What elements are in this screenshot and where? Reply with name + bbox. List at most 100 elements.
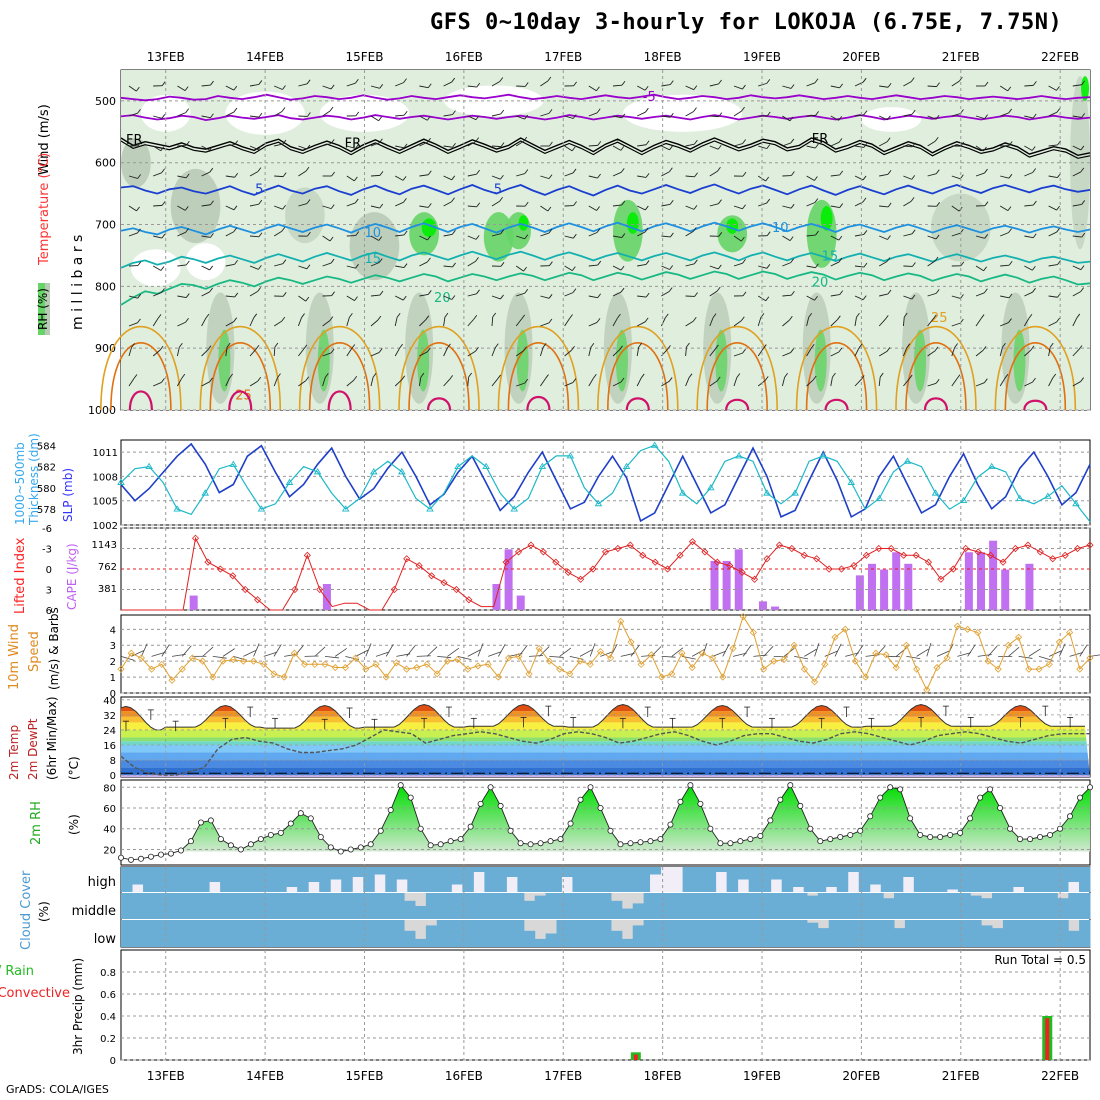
warm-lobe — [497, 325, 580, 411]
wind-marker — [647, 651, 655, 659]
wind-barb — [443, 347, 448, 357]
cloud-cell-high — [704, 867, 717, 892]
cloud-cell-middle — [981, 898, 993, 919]
li-tick-label: 3 — [46, 586, 52, 597]
cloud-cell-middle — [687, 893, 699, 919]
isotherm-lobe — [824, 398, 849, 411]
wind-barb-flag — [185, 293, 190, 298]
precip-tick-label: 0.8 — [100, 968, 116, 979]
wind-marker — [729, 644, 737, 652]
wind-barb — [419, 319, 427, 327]
wind-barb-flag — [281, 316, 286, 322]
rh-marker — [557, 836, 564, 843]
wind-barb — [153, 381, 162, 387]
cloud-cell-middle — [273, 893, 285, 919]
wind-barb — [467, 85, 477, 88]
wind-barb-flag — [403, 110, 408, 116]
wind-barb — [612, 349, 620, 357]
li-marker — [688, 538, 697, 546]
wind-barb — [636, 377, 642, 387]
wind-marker — [800, 665, 808, 673]
wind-barb-flag — [185, 228, 189, 233]
wind-barb — [781, 377, 786, 387]
thickness-marker — [566, 452, 575, 459]
wind-marker — [1086, 654, 1094, 662]
li-marker — [1074, 544, 1082, 553]
wind-marker — [749, 628, 757, 637]
wind-barb-flag — [863, 143, 868, 148]
wind-barb — [1072, 381, 1081, 387]
wind-barb-flag — [500, 294, 504, 300]
wind-barb — [443, 317, 446, 327]
wind-barb — [298, 265, 308, 270]
wind-barb — [782, 235, 791, 242]
wind-barb-flag — [137, 141, 142, 147]
cloud-cell-high — [209, 867, 221, 882]
cloud-cell-high — [132, 867, 144, 885]
rh-cell — [284, 187, 325, 244]
wind-barb-flag — [160, 266, 165, 271]
wind-barb — [661, 265, 670, 270]
li-marker — [527, 541, 535, 549]
cloud-cell-middle — [817, 893, 830, 919]
wind-barb-flag — [742, 171, 747, 177]
rh-marker — [487, 784, 494, 791]
rh-tick-label: 20 — [103, 845, 116, 856]
rh-marker — [417, 825, 424, 832]
wind-barb-flag — [790, 84, 795, 89]
wind-barb-flag — [812, 375, 817, 381]
cloud-cell-middle — [676, 893, 688, 919]
temp-band — [121, 775, 1090, 777]
li-marker — [1061, 551, 1069, 559]
rh-column-core — [1013, 329, 1026, 392]
rh-marker — [437, 841, 444, 848]
wind-barb — [1048, 144, 1058, 147]
cloud-cell-high — [682, 867, 695, 892]
wind-barb-flag — [1008, 108, 1013, 114]
wind-barb-flag — [403, 78, 407, 83]
wind-barb-flag — [1008, 260, 1013, 266]
wind-barb-flag — [788, 315, 793, 321]
rh-marker — [967, 815, 974, 822]
isotherm-5 — [120, 183, 1091, 197]
wind-barb — [516, 235, 525, 240]
wind-barb — [757, 348, 764, 357]
wind-barb-flag — [621, 113, 626, 119]
wind-barb-flag — [500, 229, 505, 234]
thickness-marker — [398, 468, 406, 475]
wind-barb-flag — [542, 343, 547, 348]
wind-marker — [280, 673, 288, 681]
li-marker — [837, 565, 846, 573]
wind-barb-flag — [257, 265, 262, 270]
wind-barb — [564, 318, 570, 327]
thickness-line — [120, 444, 1091, 523]
wind-barb — [999, 347, 1003, 357]
cloud-cell-high — [902, 867, 915, 877]
cloud-cell-middle — [915, 893, 928, 919]
thickness-marker — [763, 489, 771, 496]
li-marker — [241, 585, 249, 594]
slp-line — [120, 442, 1091, 523]
wind-barb-flag — [640, 373, 645, 379]
li-marker — [216, 565, 224, 573]
cloud-cell-middle — [600, 893, 612, 919]
wind-barb — [612, 381, 622, 387]
wind-barb — [782, 142, 792, 147]
wind-barb-flag — [1080, 377, 1084, 382]
wind-barb — [903, 113, 913, 117]
cloud-cell-low — [992, 928, 1004, 947]
cloud-cell-middle — [251, 893, 264, 919]
wind-tick-label: 2 — [110, 657, 116, 668]
wind-barb — [322, 110, 331, 117]
wind-barb-flag — [210, 113, 214, 118]
ylabel-temp2m: 2m DewPt — [26, 718, 40, 780]
wind-barb — [1072, 235, 1082, 238]
wind-marker — [596, 648, 604, 656]
wind-barb — [370, 319, 379, 327]
wind-barb-flag — [934, 346, 939, 352]
wind-barb — [467, 173, 477, 177]
wind-barb — [733, 235, 742, 242]
slp-tick-label: 1011 — [93, 448, 118, 459]
wind-barb — [830, 174, 840, 177]
